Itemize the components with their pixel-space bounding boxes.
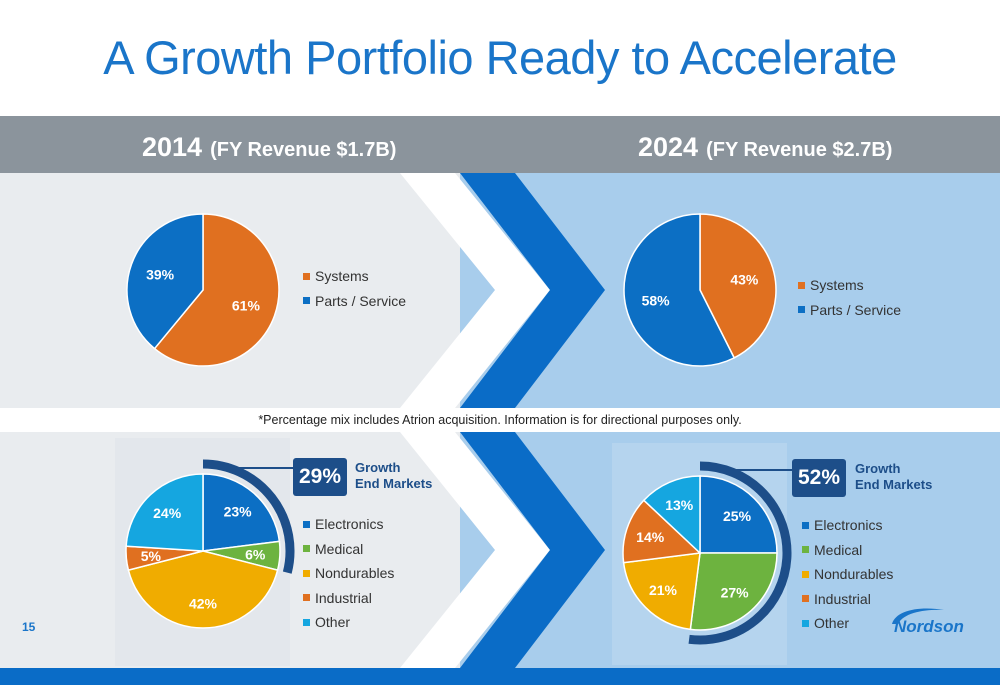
header-band [0, 116, 1000, 173]
pie-slice-parts-service [623, 213, 736, 367]
legend-2014-mix: Systems Parts / Service [303, 264, 406, 313]
pie-slice-nondurables [127, 550, 279, 629]
pie-data-label: 43% [730, 271, 759, 287]
pie-data-label: 5% [141, 548, 162, 564]
legend-item: Systems [798, 273, 901, 298]
pie-2014-mix: 61% 39% [126, 213, 280, 367]
legend-item: Electronics [303, 512, 394, 537]
legend-2024-markets: Electronics Medical Nondurables Industri… [802, 513, 893, 636]
pie-slice-other [642, 475, 701, 555]
right-revenue: (FY Revenue $2.7B) [706, 139, 893, 161]
chevron-right-top-blue [460, 173, 605, 408]
pie-2024-markets: 25% 27% 21% 14%13% [622, 461, 798, 645]
left-year: 2014 [142, 132, 203, 162]
bottom-bar [0, 668, 1000, 685]
right-header: 2024 (FY Revenue $2.7B) [638, 132, 892, 163]
chevron-right-bottom [400, 432, 550, 668]
left-header: 2014 (FY Revenue $1.7B) [142, 132, 396, 163]
pie-slice-medical [689, 552, 778, 631]
legend-item: Nondurables [802, 562, 893, 587]
pie-data-label: 24% [153, 505, 182, 521]
pie-data-label: 6% [245, 546, 266, 562]
legend-2014-markets: Electronics Medical Nondurables Industri… [303, 512, 394, 635]
pie-data-label: 39% [146, 267, 175, 283]
pie-slice-nondurables [622, 552, 701, 631]
legend-item: Industrial [802, 587, 893, 612]
pie-slice-other [125, 473, 204, 552]
pie-data-label: 58% [642, 293, 671, 309]
footnote: *Percentage mix includes Atrion acquisit… [258, 413, 742, 427]
left-revenue: (FY Revenue $1.7B) [210, 139, 397, 161]
divider-strip [0, 408, 1000, 432]
legend-item: Other [802, 611, 893, 636]
pie-data-label: 21% [649, 582, 678, 598]
pie-data-label: 14% [636, 529, 665, 545]
growth-arc [688, 461, 792, 645]
legend-item: Electronics [802, 513, 893, 538]
pie-2024-mix: 43% 58% [623, 213, 777, 367]
right-year: 2024 [638, 132, 699, 162]
pie-slice-industrial [622, 499, 702, 564]
page-title: A Growth Portfolio Ready to Accelerate [103, 31, 897, 84]
legend-item: Systems [303, 264, 406, 289]
pie-data-label: 61% [232, 297, 261, 313]
growth-badge-2014: 29% [293, 458, 347, 496]
legend-2024-mix: Systems Parts / Service [798, 273, 901, 322]
legend-item: Medical [303, 537, 394, 562]
pie-slice-electronics [202, 473, 281, 552]
legend-item: Parts / Service [798, 298, 901, 323]
legend-item: Industrial [303, 586, 394, 611]
growth-badge-2014-label: Growth End Markets [355, 460, 433, 491]
pie-data-label: 27% [721, 584, 750, 600]
pie-data-label: 42% [189, 595, 218, 611]
pie-data-label: 13% [665, 497, 694, 513]
growth-badge-2024: 52% [792, 459, 846, 497]
pie-slice-systems [153, 213, 280, 367]
pie-slice-parts-service [126, 213, 204, 350]
legend-item: Medical [802, 538, 893, 563]
pie-2014-markets: 23% 6% 42% 5% 24% [125, 459, 301, 629]
logo-swoosh-icon [892, 608, 944, 624]
chevron-right-top [400, 173, 550, 408]
pie-data-label: 25% [723, 508, 752, 524]
logo-text: Nordson [894, 617, 964, 636]
legend-item: Nondurables [303, 561, 394, 586]
legend-item: Parts / Service [303, 289, 406, 314]
pie-data-label: 23% [224, 504, 253, 520]
legend-item: Other [303, 610, 394, 635]
pie-slice-systems [699, 213, 777, 359]
pie-slice-electronics [699, 475, 778, 554]
growth-badge-2024-label: Growth End Markets [855, 461, 933, 492]
nordson-logo: Nordson [892, 608, 964, 636]
chevron-right-bottom-blue [460, 432, 605, 668]
growth-arc [202, 459, 295, 574]
page-number: 15 [22, 620, 36, 634]
